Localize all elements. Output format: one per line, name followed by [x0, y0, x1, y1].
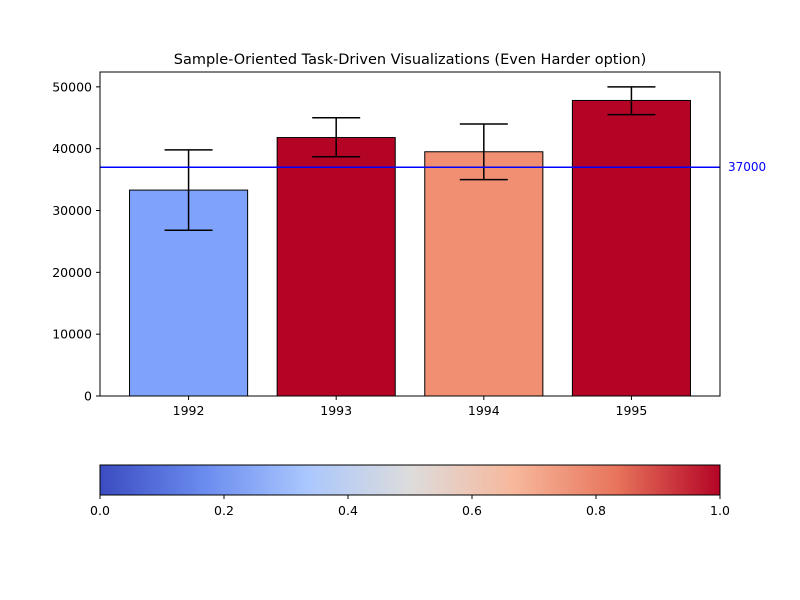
- bars-group: [129, 99, 691, 397]
- y-tick-label: 20000: [52, 265, 92, 280]
- x-tick-label: 1994: [468, 403, 500, 418]
- colorbar-tick-label: 0.0: [90, 503, 110, 518]
- x-tick-label: 1993: [320, 403, 352, 418]
- x-tick-label: 1995: [616, 403, 648, 418]
- y-tick-label: 30000: [52, 203, 92, 218]
- x-tick-label: 1992: [173, 403, 205, 418]
- y-axis: 0 10000 20000 30000 40000 50000: [52, 79, 100, 404]
- plot-frame: [99, 71, 721, 397]
- y-tick-label: 0: [84, 389, 92, 404]
- bar-1993: [276, 137, 396, 397]
- reference-line-group: 37000: [100, 160, 766, 174]
- bar-1995: [571, 99, 691, 397]
- reference-line-label: 37000: [728, 160, 766, 174]
- y-tick-label: 50000: [52, 79, 92, 94]
- colorbar-axis: 0.0 0.2 0.4 0.6 0.8 1.0: [90, 495, 730, 518]
- y-tick-label: 40000: [52, 141, 92, 156]
- chart-title: Sample-Oriented Task-Driven Visualizatio…: [174, 52, 647, 68]
- bar-1994: [424, 151, 544, 397]
- colorbar-tick-label: 0.6: [462, 503, 482, 518]
- error-bars-group: [164, 86, 656, 232]
- y-tick-label: 10000: [52, 327, 92, 342]
- colorbar-tick-label: 0.8: [586, 503, 606, 518]
- colorbar: [99, 464, 721, 496]
- colorbar-fill: [99, 464, 721, 496]
- colorbar-tick-label: 1.0: [710, 503, 730, 518]
- colorbar-tick-label: 0.2: [214, 503, 234, 518]
- colorbar-tick-label: 0.4: [338, 503, 358, 518]
- x-axis: 1992 1993 1994 1995: [173, 396, 648, 418]
